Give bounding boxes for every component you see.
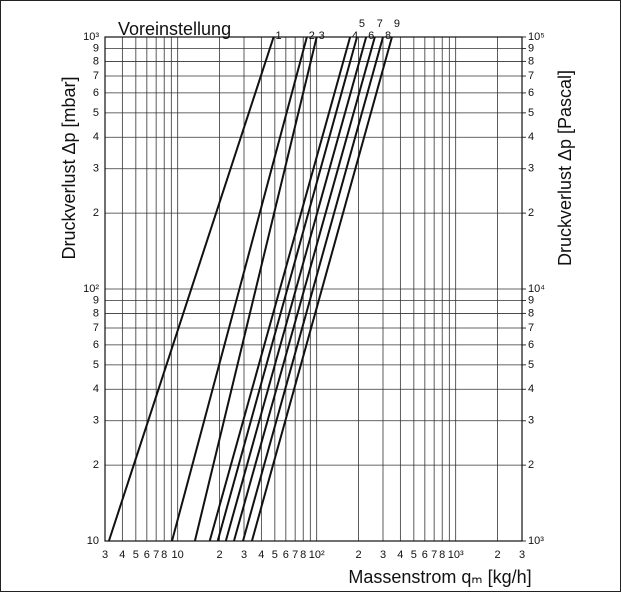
y2-axis-label: Druckverlust Δp [Pascal] [555, 70, 575, 266]
series-label: 8 [385, 30, 391, 42]
x-tick-label: 4 [258, 549, 264, 561]
x-tick-label: 6 [422, 549, 428, 561]
y-tick-label: 7 [93, 70, 99, 82]
x-tick-label: 7 [431, 549, 437, 561]
y2-tick-label: 10⁴ [528, 283, 545, 295]
x-tick-label: 2 [494, 549, 500, 561]
chart-title: Voreinstellung [118, 19, 231, 39]
y2-tick-label: 9 [528, 42, 534, 54]
series-line [216, 36, 358, 542]
x-tick-label: 3 [241, 549, 247, 561]
x-tick-label: 3 [519, 549, 525, 561]
y-tick-label: 8 [93, 307, 99, 319]
x-tick-label: 7 [153, 549, 159, 561]
y2-tick-label: 2 [528, 207, 534, 219]
y-tick-label: 10² [83, 283, 99, 295]
series-line [193, 36, 318, 542]
series-label: 2 [309, 30, 315, 42]
series-label: 5 [359, 18, 365, 30]
x-tick-label: 2 [355, 549, 361, 561]
x-tick-label: 5 [272, 549, 278, 561]
x-tick-label: 10³ [448, 549, 464, 561]
y2-tick-label: 7 [528, 70, 534, 82]
series-line [242, 36, 384, 542]
series-label: 3 [319, 30, 325, 42]
series-line [250, 36, 393, 542]
series-line [208, 36, 352, 542]
y2-tick-label: 3 [528, 163, 534, 175]
x-tick-label: 8 [439, 549, 445, 561]
series-label: 7 [377, 18, 383, 30]
y-tick-label: 5 [93, 359, 99, 371]
series-line [107, 36, 275, 542]
x-tick-label: 8 [161, 549, 167, 561]
series-label: 9 [394, 18, 400, 30]
y-tick-label: 10 [87, 535, 99, 547]
y2-tick-label: 3 [528, 415, 534, 427]
y2-tick-label: 4 [528, 383, 534, 395]
y-tick-label: 5 [93, 107, 99, 119]
y-axis-label: Druckverlust Δp [mbar] [59, 76, 79, 259]
y2-tick-label: 5 [528, 359, 534, 371]
y2-tick-label: 10³ [528, 535, 544, 547]
y-tick-label: 10³ [83, 31, 99, 43]
y2-tick-label: 8 [528, 307, 534, 319]
series-label: 1 [276, 30, 282, 42]
y-tick-label: 6 [93, 87, 99, 99]
x-tick-label: 2 [216, 549, 222, 561]
y-tick-label: 9 [93, 294, 99, 306]
x-tick-label: 8 [300, 549, 306, 561]
series-line [232, 36, 376, 542]
x-tick-label: 4 [397, 549, 403, 561]
series-label: 6 [368, 30, 374, 42]
x-tick-label: 7 [292, 549, 298, 561]
series-line [224, 36, 368, 542]
y2-tick-label: 5 [528, 107, 534, 119]
y2-tick-label: 6 [528, 339, 534, 351]
plot-frame [104, 36, 523, 542]
y2-tick-label: 9 [528, 294, 534, 306]
x-tick-label: 4 [119, 549, 125, 561]
y-tick-label: 7 [93, 322, 99, 334]
y-tick-label: 9 [93, 42, 99, 54]
series-line [171, 36, 308, 542]
y-tick-label: 4 [93, 383, 99, 395]
y-tick-label: 3 [93, 415, 99, 427]
series-label: 4 [352, 30, 358, 42]
x-tick-label: 10² [309, 549, 325, 561]
y2-tick-label: 8 [528, 55, 534, 67]
x-tick-label: 3 [102, 549, 108, 561]
y2-tick-label: 7 [528, 322, 534, 334]
x-tick-label: 5 [133, 549, 139, 561]
x-tick-label: 6 [283, 549, 289, 561]
y2-tick-label: 6 [528, 87, 534, 99]
x-tick-label: 6 [144, 549, 150, 561]
y-tick-label: 4 [93, 131, 99, 143]
y2-tick-label: 10⁵ [528, 31, 545, 43]
y2-tick-label: 4 [528, 131, 534, 143]
y-tick-label: 2 [93, 459, 99, 471]
x-tick-label: 10 [172, 549, 184, 561]
y2-tick-label: 2 [528, 459, 534, 471]
x-tick-label: 3 [380, 549, 386, 561]
y-tick-label: 6 [93, 339, 99, 351]
y-tick-label: 2 [93, 207, 99, 219]
y-tick-label: 8 [93, 55, 99, 67]
y-tick-label: 3 [93, 163, 99, 175]
x-tick-label: 5 [411, 549, 417, 561]
x-axis-label: Massenstrom qₘ [kg/h] [348, 567, 531, 587]
